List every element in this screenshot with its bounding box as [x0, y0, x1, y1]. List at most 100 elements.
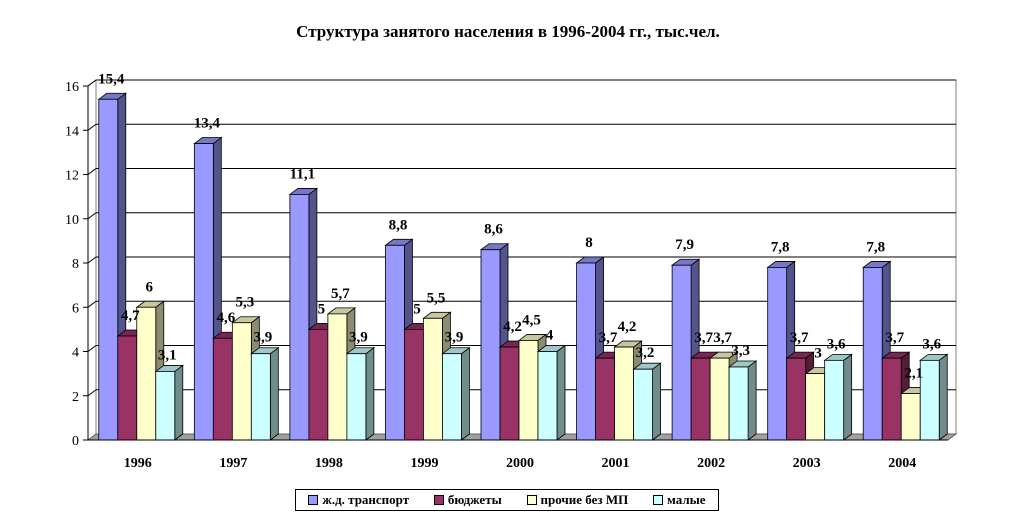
- bar-front: [423, 317, 443, 441]
- x-tick-label: 1999: [410, 456, 438, 471]
- gridline-side: [87, 168, 97, 175]
- bar-2003-4: [823, 353, 853, 441]
- y-tick-label: 2: [72, 390, 79, 405]
- legend-label: прочие без МП: [540, 492, 629, 507]
- gridline-side: [87, 212, 97, 220]
- data-label: 3,7: [790, 330, 809, 346]
- data-label: 3,6: [922, 336, 941, 352]
- data-label: 8,8: [389, 217, 408, 233]
- bar-front: [346, 353, 367, 441]
- x-tick-label: 1996: [124, 456, 152, 471]
- data-label: 3: [814, 346, 822, 362]
- y-tick-label: 8: [72, 257, 79, 272]
- data-label: 4,5: [522, 312, 541, 328]
- data-label: 3,9: [445, 330, 464, 346]
- data-label: 3,7: [694, 330, 713, 346]
- bar-front: [136, 306, 157, 441]
- gridline-side: [87, 123, 97, 131]
- legend-item: малые: [652, 492, 706, 508]
- bar-front: [499, 346, 520, 441]
- bar-front: [767, 267, 788, 441]
- data-label: 8: [585, 235, 593, 251]
- bar-front: [117, 335, 138, 441]
- data-label: 5,3: [235, 295, 254, 311]
- x-tick-label: 2004: [888, 456, 916, 471]
- bar-front: [98, 98, 119, 441]
- bar-front: [404, 328, 424, 441]
- bar-front: [805, 373, 826, 441]
- bar-side: [938, 353, 948, 441]
- legend-label: бюджеты: [447, 492, 502, 507]
- data-label: 2,1: [904, 366, 923, 382]
- bar-front: [327, 313, 348, 441]
- bar-1997-4: [250, 346, 280, 441]
- bar-front: [881, 357, 902, 441]
- bar-front: [289, 194, 310, 441]
- chart-title: Структура занятого населения в 1996-2004…: [296, 22, 720, 41]
- bar-front: [212, 337, 233, 441]
- bar-side: [556, 344, 566, 441]
- data-label: 3,2: [636, 345, 655, 361]
- x-tick-label: 1998: [315, 456, 343, 471]
- x-axis: 1996 1997 1998 1999 2000 2001 2002 2003 2004: [88, 439, 948, 471]
- gridline-side: [87, 389, 97, 397]
- bar-front: [193, 143, 214, 441]
- y-tick-label: 10: [65, 213, 79, 228]
- bar-side: [652, 362, 661, 441]
- data-label: 3,7: [713, 330, 732, 346]
- data-label: 7,9: [675, 237, 694, 253]
- bar-front: [862, 267, 883, 441]
- data-label: 3,9: [349, 330, 368, 346]
- data-label: 4,2: [503, 319, 522, 335]
- x-tick-label: 2001: [602, 456, 630, 471]
- data-label: 13,4: [194, 116, 221, 132]
- bar-front: [250, 353, 271, 441]
- bar-front: [633, 368, 653, 441]
- bar-front: [155, 371, 176, 441]
- y-tick-label: 16: [65, 80, 79, 95]
- y-tick-label: 14: [65, 124, 79, 139]
- data-label: 5: [413, 301, 421, 317]
- data-label: 7,8: [771, 239, 790, 255]
- legend-label: малые: [666, 492, 706, 507]
- bar-side: [365, 346, 375, 441]
- bar-side: [461, 346, 470, 441]
- y-tick-label: 12: [65, 169, 79, 184]
- data-label: 3,9: [253, 330, 272, 346]
- data-label: 3,7: [599, 330, 618, 346]
- data-label: 3,6: [827, 336, 846, 352]
- bar-2004-4: [919, 353, 949, 441]
- bar-front: [518, 340, 539, 441]
- legend-swatch: [308, 495, 319, 505]
- bar-front: [442, 353, 462, 441]
- data-label: 4,7: [121, 308, 140, 324]
- bar-side: [174, 364, 184, 441]
- data-label: 3,3: [731, 343, 750, 359]
- y-tick-label: 4: [72, 346, 79, 361]
- y-tick-label: 0: [72, 434, 79, 449]
- data-label: 3,7: [885, 330, 904, 346]
- bar-1996-4: [154, 364, 184, 441]
- bar-front: [900, 393, 921, 441]
- data-label: 4: [546, 328, 554, 344]
- gridline-side: [87, 300, 97, 308]
- legend: ж.д. транспорт бюджеты прочие без МП малые: [295, 489, 719, 511]
- x-tick-label: 2000: [506, 456, 534, 471]
- data-label: 5: [318, 301, 326, 317]
- bar-front: [786, 357, 807, 441]
- data-label: 6: [146, 279, 154, 295]
- bar-front: [480, 249, 501, 441]
- x-tick-label: 2003: [793, 456, 821, 471]
- data-label: 7,8: [866, 239, 885, 255]
- data-label: 5,7: [331, 286, 350, 302]
- bar-2000-4: [536, 344, 567, 441]
- y-tick-label: 6: [72, 301, 79, 316]
- gridline-side: [87, 345, 97, 352]
- bar-front: [308, 328, 329, 441]
- bar-1998-4: [345, 346, 376, 441]
- x-tick-label: 2002: [697, 456, 725, 471]
- legend-label: ж.д. транспорт: [322, 492, 410, 507]
- bar-front: [595, 357, 615, 441]
- data-label: 5,5: [427, 290, 446, 306]
